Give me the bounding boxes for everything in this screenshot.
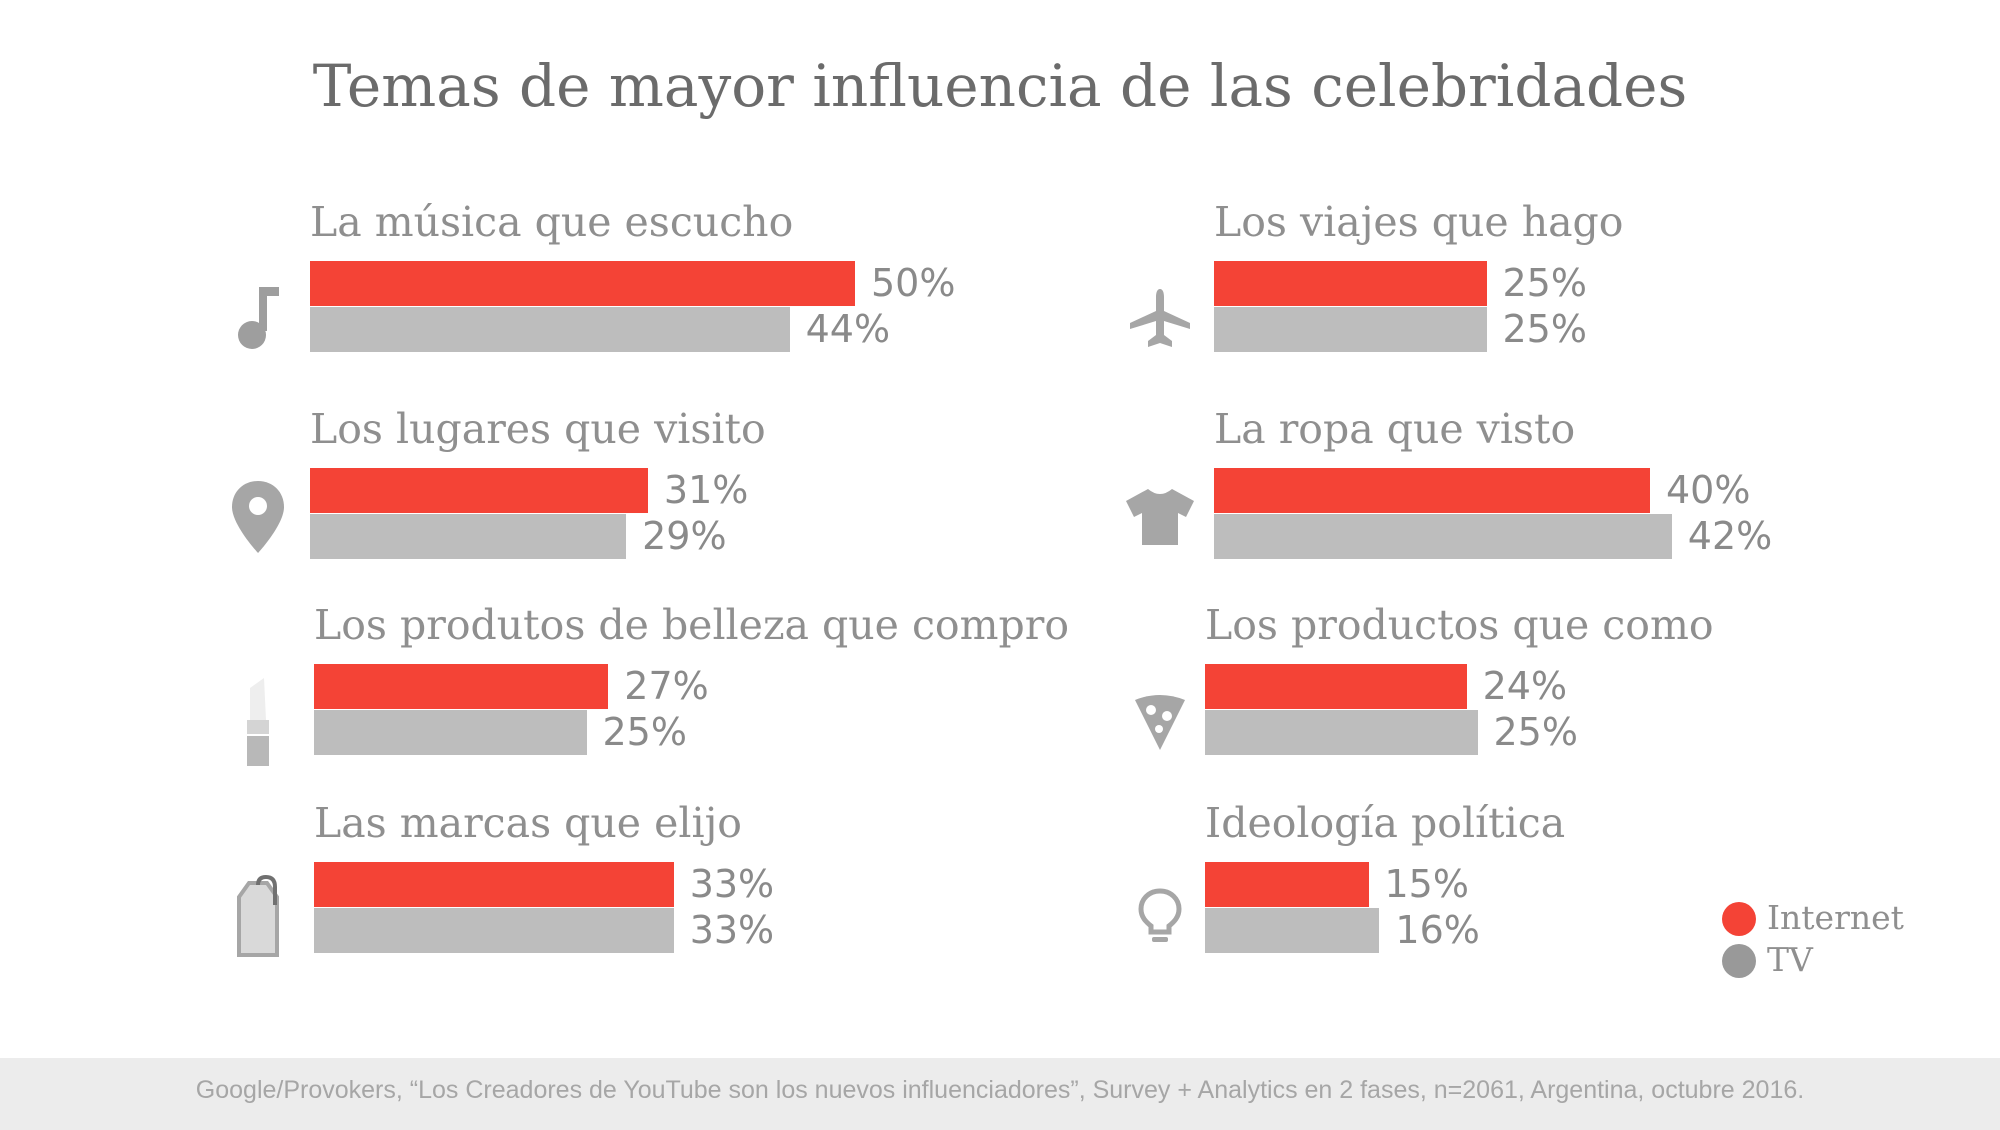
value-label-internet-ropa: 40% (1666, 468, 1751, 512)
bar-tv-viajes (1214, 307, 1487, 352)
category-label-ideologia: Ideología política (1205, 799, 1566, 847)
bar-internet-marcas (314, 862, 674, 907)
bar-internet-belleza (314, 664, 609, 709)
value-label-tv-belleza: 25% (602, 710, 687, 754)
value-label-internet-ideologia: 15% (1384, 862, 1469, 906)
bar-tv-ropa (1214, 514, 1672, 559)
lightbulb-icon (1138, 888, 1182, 950)
value-label-internet-belleza: 27% (624, 664, 709, 708)
value-label-tv-musica: 44% (805, 307, 891, 351)
value-label-tv-ideologia: 16% (1395, 908, 1480, 952)
legend-dot-tv (1722, 944, 1756, 978)
value-label-tv-comida: 25% (1493, 710, 1578, 754)
category-label-belleza: Los produtos de belleza que compro (314, 601, 1070, 649)
bar-internet-comida (1205, 664, 1467, 709)
footer: Google/Provokers, “Los Creadores de YouT… (0, 1058, 2000, 1130)
value-label-tv-ropa: 42% (1687, 514, 1773, 558)
bar-internet-lugares (310, 468, 648, 513)
bar-internet-musica (310, 261, 855, 306)
price-tag-icon (235, 874, 281, 963)
legend-label-tv: TV (1767, 940, 1813, 979)
location-pin-icon (230, 479, 286, 559)
source-note: Google/Provokers, “Los Creadores de YouT… (195, 1076, 1805, 1104)
bar-internet-viajes (1214, 261, 1487, 306)
category-label-musica: La música que escucho (310, 198, 794, 246)
value-label-internet-viajes: 25% (1502, 261, 1587, 305)
bar-tv-lugares (310, 514, 627, 559)
value-label-internet-lugares: 31% (663, 468, 749, 512)
bar-tv-musica (310, 307, 790, 352)
bar-internet-ideologia (1205, 862, 1369, 907)
legend-dot-internet (1722, 902, 1756, 936)
legend-label-internet: Internet (1767, 898, 1904, 937)
value-label-internet-musica: 50% (871, 261, 956, 305)
airplane-icon (1128, 287, 1192, 353)
category-label-comida: Los productos que como (1205, 601, 1714, 649)
value-label-internet-marcas: 33% (689, 862, 775, 906)
bar-tv-belleza (314, 710, 587, 755)
bar-tv-comida (1205, 710, 1478, 755)
lipstick-icon (244, 676, 272, 772)
category-label-marcas: Las marcas que elijo (314, 799, 742, 847)
chart-title: Temas de mayor influencia de las celebri… (312, 52, 1688, 120)
bar-tv-marcas (314, 908, 674, 953)
category-label-viajes: Los viajes que hago (1214, 198, 1624, 246)
bar-internet-ropa (1214, 468, 1650, 513)
category-label-ropa: La ropa que visto (1214, 405, 1576, 453)
bar-tv-ideologia (1205, 908, 1380, 953)
pizza-icon (1133, 692, 1187, 756)
value-label-tv-marcas: 33% (689, 908, 775, 952)
music-note-icon (235, 285, 281, 355)
value-label-internet-comida: 24% (1482, 664, 1568, 708)
category-label-lugares: Los lugares que visito (310, 405, 766, 453)
t-shirt-icon (1124, 487, 1196, 551)
value-label-tv-lugares: 29% (642, 514, 727, 558)
value-label-tv-viajes: 25% (1502, 307, 1587, 351)
